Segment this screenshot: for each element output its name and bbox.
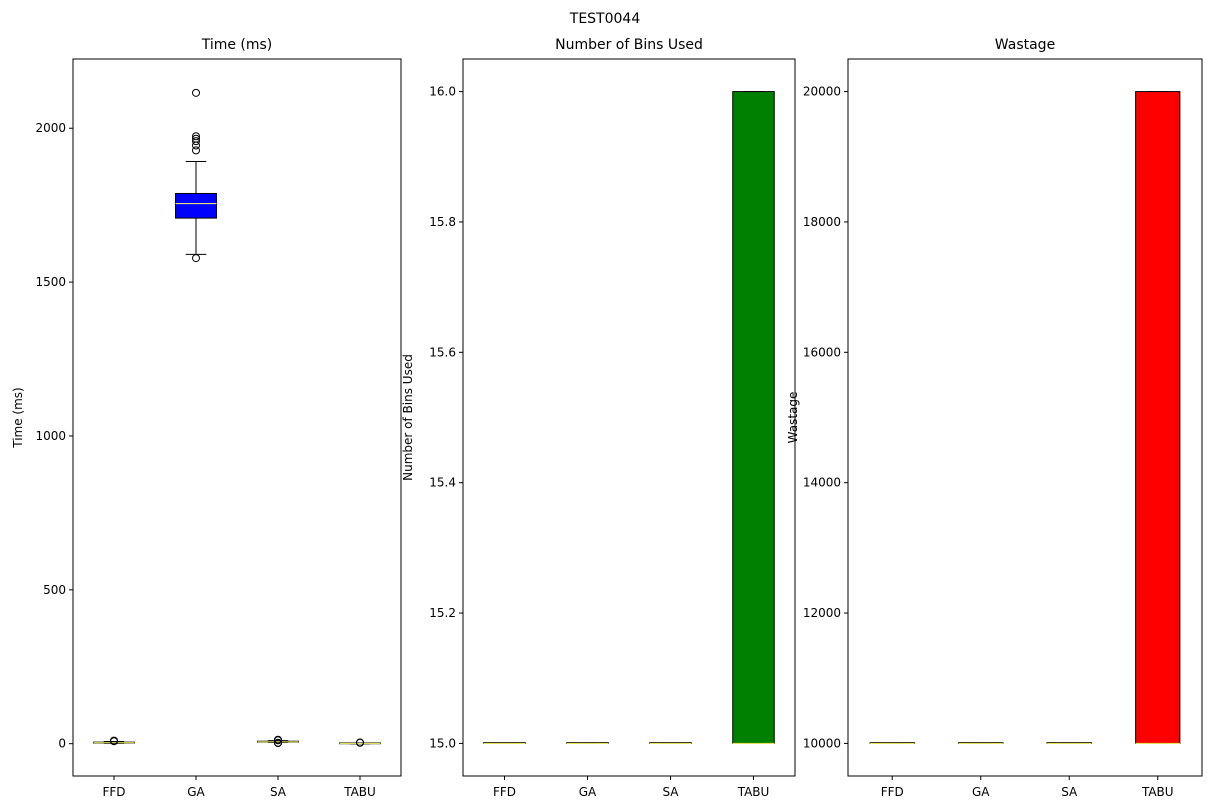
- box-tabu: [339, 738, 381, 747]
- outlier-point: [192, 134, 200, 143]
- box-body: [1135, 91, 1181, 744]
- x-tick-label: SA: [662, 785, 679, 799]
- outlier-point: [274, 735, 282, 744]
- box-ga: [566, 742, 609, 744]
- outlier-point: [192, 88, 200, 97]
- x-tick-label: SA: [270, 785, 287, 799]
- x-tick-label: SA: [1061, 785, 1078, 799]
- outlier-point: [192, 132, 200, 141]
- box-sa: [1046, 742, 1092, 744]
- x-tick-label: FFD: [493, 785, 516, 799]
- y-tick-label: 15.2: [429, 606, 456, 620]
- y-tick-label: 15.6: [429, 345, 456, 359]
- x-tick-label: FFD: [102, 785, 125, 799]
- chart-title: Number of Bins Used: [555, 37, 703, 53]
- chart-title: Time (ms): [201, 37, 273, 53]
- x-tick-label: TABU: [1141, 785, 1174, 799]
- box-sa: [257, 735, 299, 748]
- y-axis-label: Time (ms): [11, 387, 25, 449]
- plot-frame: [72, 58, 402, 777]
- chart-title: Wastage: [995, 37, 1055, 53]
- box-ga: [175, 88, 217, 263]
- plot-frame: [462, 58, 796, 777]
- y-axis-label: Wastage: [786, 392, 800, 444]
- plot-frame: [847, 58, 1203, 777]
- outlier-point: [356, 738, 364, 747]
- y-tick-label: 12000: [803, 606, 841, 620]
- box-ffd: [483, 742, 526, 744]
- y-tick-label: 1500: [35, 275, 66, 289]
- y-tick-label: 1000: [35, 429, 66, 443]
- chart-panel-1: Time (ms) Time (ms) 0 500 1000 1500 2000 FFD GA S…: [11, 37, 402, 799]
- x-tick-label: TABU: [343, 785, 376, 799]
- x-tick-label: GA: [972, 785, 990, 799]
- chart-panel-3: Wastage Wastage 10000 12000 14000 16000 18000 2…: [786, 37, 1203, 799]
- y-tick-label: 10000: [803, 736, 841, 750]
- chart-panel-2: Number of Bins Used Number of Bins Used 15…: [401, 37, 796, 799]
- outlier-point: [192, 146, 200, 155]
- x-tick-label: GA: [579, 785, 597, 799]
- box-tabu: [1135, 91, 1181, 744]
- y-tick-label: 15.8: [429, 215, 456, 229]
- y-tick-label: 15.0: [429, 736, 456, 750]
- outlier-point: [192, 137, 200, 146]
- outlier-point: [274, 738, 282, 747]
- y-tick-label: 16.0: [429, 85, 456, 99]
- y-tick-label: 15.4: [429, 476, 456, 490]
- x-tick-label: FFD: [881, 785, 904, 799]
- y-axis-label: Number of Bins Used: [401, 354, 415, 481]
- y-tick-label: 20000: [803, 85, 841, 99]
- y-tick-label: 2000: [35, 121, 66, 135]
- outlier-point: [110, 736, 118, 745]
- y-tick-label: 500: [43, 583, 66, 597]
- box-body: [732, 91, 775, 744]
- box-ffd: [93, 736, 135, 746]
- y-tick-label: 14000: [803, 476, 841, 490]
- outlier-point: [192, 254, 200, 263]
- box-ffd: [869, 742, 915, 744]
- x-tick-label: TABU: [737, 785, 770, 799]
- box-sa: [649, 742, 692, 744]
- y-tick-label: 0: [58, 737, 66, 751]
- y-tick-label: 16000: [803, 345, 841, 359]
- x-tick-label: GA: [187, 785, 205, 799]
- box-ga: [958, 742, 1004, 744]
- box-tabu: [732, 91, 775, 744]
- box-body: [175, 192, 217, 219]
- figure-suptitle: TEST0044: [569, 11, 641, 27]
- y-tick-label: 18000: [803, 215, 841, 229]
